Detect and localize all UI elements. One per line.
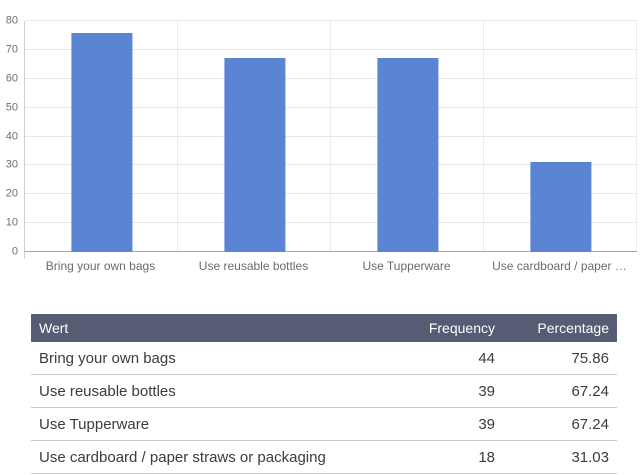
h-gridline [25,77,637,79]
y-tick-label: 10 [5,216,18,229]
x-axis-baseline [25,251,637,252]
bar-category-3 [484,21,637,252]
column-header-wert: Wert [31,314,393,342]
table-row: Use Tupperware 39 67.24 [31,407,617,441]
y-axis-tick [24,252,25,259]
v-gridline [177,21,178,252]
table-cell: 75.86 [503,342,617,375]
h-gridline [25,164,637,166]
table-cell: Use cardboard / paper straws or packagin… [31,440,393,474]
bar [223,57,286,252]
bar [529,162,592,252]
table-row: Use cardboard / paper straws or packagin… [31,440,617,474]
table-cell: 67.24 [503,407,617,441]
v-gridline [330,21,331,252]
bar-category-2 [331,21,484,252]
frequency-table: Wert Frequency Percentage Bring your own… [31,314,617,474]
bar [70,32,133,252]
table-cell: 67.24 [503,374,617,408]
y-tick-label: 0 [11,245,18,258]
table-cell: Use Tupperware [31,407,393,441]
x-tick-label: Use reusable bottles [198,259,309,273]
table-cell: Bring your own bags [31,342,393,375]
h-gridline [25,135,637,137]
bar-chart: 0 10 20 30 40 50 60 70 80 Bring your own bags Use… [0,15,637,273]
table-row: Bring your own bags 44 75.86 [31,342,617,375]
x-tick-label: Use Tupperware [362,259,451,273]
table-cell: Use reusable bottles [31,374,393,408]
v-gridline [636,21,637,252]
bar-category-1 [178,21,331,252]
h-gridline [25,193,637,195]
y-tick-label: 70 [5,43,18,56]
bars-container [25,21,637,252]
table-cell: 18 [393,440,503,474]
y-tick-label: 80 [5,14,18,27]
column-header-percentage: Percentage [503,314,617,342]
table-cell: 39 [393,374,503,408]
bar-category-0 [25,21,178,252]
y-tick-label: 30 [5,158,18,171]
h-gridline [25,222,637,224]
bar [376,57,439,252]
h-gridline [25,20,637,21]
v-gridline [483,21,484,252]
y-axis-labels: 0 10 20 30 40 50 60 70 80 [0,15,18,257]
y-tick-label: 40 [5,130,18,142]
y-tick-label: 50 [5,101,18,114]
x-axis-labels: Bring your own bags Use reusable bottles U… [24,259,636,273]
table-cell: 44 [393,342,503,375]
x-tick-label: Use cardboard / paper … [492,259,627,273]
column-header-frequency: Frequency [393,314,503,342]
h-gridline [25,106,637,108]
plot-area [24,20,637,259]
y-tick-label: 60 [5,72,18,85]
table-header-row: Wert Frequency Percentage [31,314,617,342]
table-cell: 39 [393,407,503,441]
table-row: Use reusable bottles 39 67.24 [31,374,617,408]
table-cell: 31.03 [503,440,617,474]
y-tick-label: 20 [5,187,18,200]
x-tick-label: Bring your own bags [45,259,156,273]
h-gridline [25,48,637,50]
